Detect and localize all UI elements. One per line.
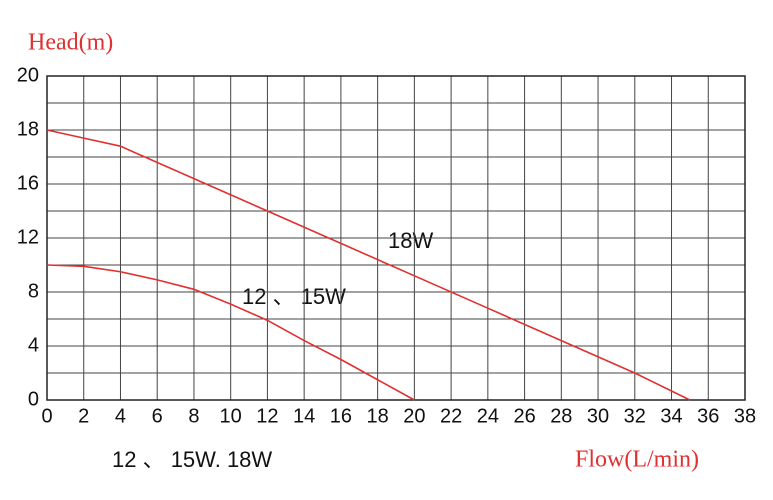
x-axis-label: Flow(L/min) (575, 447, 699, 473)
x-tick-label: 18 (367, 405, 389, 427)
x-tick-label: 10 (220, 405, 242, 427)
x-tick-label: 14 (293, 405, 315, 427)
y-axis-label: Head(m) (28, 30, 113, 56)
curve (46, 264, 415, 401)
x-tick-label: 28 (550, 405, 572, 427)
y-tick-label: 16 (17, 172, 39, 194)
x-tick-label: 26 (513, 405, 535, 427)
y-tick-label: 4 (28, 334, 39, 356)
curve (46, 129, 691, 401)
x-tick-label: 2 (78, 405, 89, 427)
x-tick-label: 34 (660, 405, 682, 427)
x-tick-label: 16 (330, 405, 352, 427)
x-tick-label: 4 (115, 405, 126, 427)
y-tick-label: 18 (17, 118, 39, 140)
x-tick-label: 12 (256, 405, 278, 427)
x-tick-label: 8 (188, 405, 199, 427)
note: 12 、 15W. 18W (112, 447, 272, 472)
x-tick-label: 32 (624, 405, 646, 427)
series-label: 18W (388, 228, 433, 253)
y-tick-label: 12 (17, 226, 39, 248)
x-tick-label: 38 (734, 405, 756, 427)
x-tick-label: 6 (152, 405, 163, 427)
x-tick-label: 0 (41, 405, 52, 427)
plot-border (46, 75, 746, 401)
x-tick-label: 20 (403, 405, 425, 427)
x-tick-label: 22 (440, 405, 462, 427)
series-label: 12 、 15W (242, 284, 346, 309)
x-tick-label: 36 (697, 405, 719, 427)
y-tick-label: 0 (28, 388, 39, 410)
x-tick-label: 30 (587, 405, 609, 427)
y-tick-label: 8 (28, 280, 39, 302)
x-tick-label: 24 (477, 405, 499, 427)
y-tick-label: 20 (17, 64, 39, 86)
